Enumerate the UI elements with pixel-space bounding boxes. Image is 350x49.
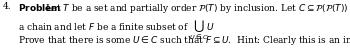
Text: a chain and let $F$ be a finite subset of $\bigcup_{U \in C} U$: a chain and let $F$ be a finite subset o…: [18, 19, 215, 42]
Text: $\mathbf{Problem}$: $\mathbf{Problem}$: [18, 2, 62, 13]
Text: Prove that there is some $U \in C$ such that $F \subseteq U$.  Hint: Clearly thi: Prove that there is some $U \in C$ such …: [18, 34, 350, 47]
Text: Let $T$ be a set and partially order $\mathcal{P}(T)$ by inclusion. Let $C \subs: Let $T$ be a set and partially order $\m…: [45, 2, 350, 15]
Text: 4.: 4.: [3, 2, 12, 11]
